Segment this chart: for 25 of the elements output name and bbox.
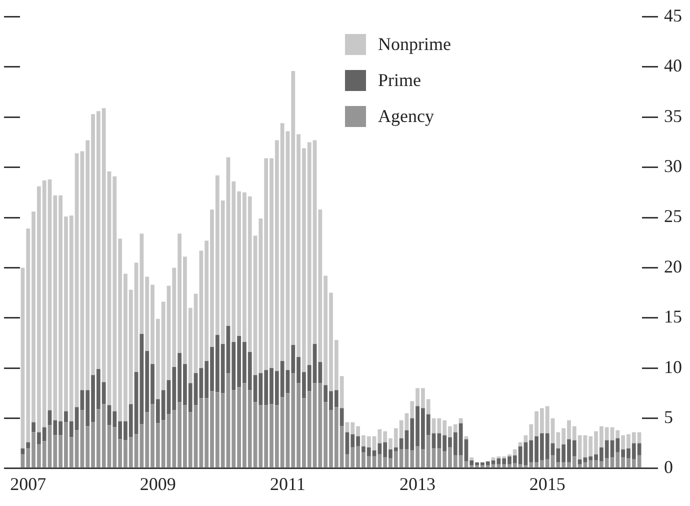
bar [32, 422, 36, 432]
x-tick-label: 2013 [400, 474, 436, 494]
y-tick-label: 25 [664, 206, 682, 226]
bar [26, 442, 30, 448]
legend-label: Prime [378, 70, 421, 90]
y-tick-label: 45 [664, 6, 682, 26]
y-tick-label: 5 [664, 406, 673, 427]
bar [470, 457, 474, 460]
bar [458, 418, 463, 424]
bar [578, 459, 582, 464]
x-tick-label: 2015 [529, 474, 566, 494]
y-tick-label: 30 [664, 156, 682, 176]
legend-label: Nonprime [378, 34, 451, 54]
y-tick-label: 10 [664, 356, 682, 377]
x-tick-label: 2009 [140, 474, 176, 494]
legend-label: Agency [378, 106, 434, 126]
bar [340, 408, 344, 426]
x-tick-label: 2011 [270, 474, 306, 494]
y-tick-label: 0 [664, 457, 673, 478]
y-tick-label: 35 [664, 106, 682, 126]
bar [518, 442, 522, 446]
x-tick-label: 2007 [10, 474, 46, 494]
y-tick-label: 15 [664, 306, 682, 327]
y-tick-label: 20 [664, 256, 682, 276]
y-tick-label: 40 [664, 56, 682, 76]
